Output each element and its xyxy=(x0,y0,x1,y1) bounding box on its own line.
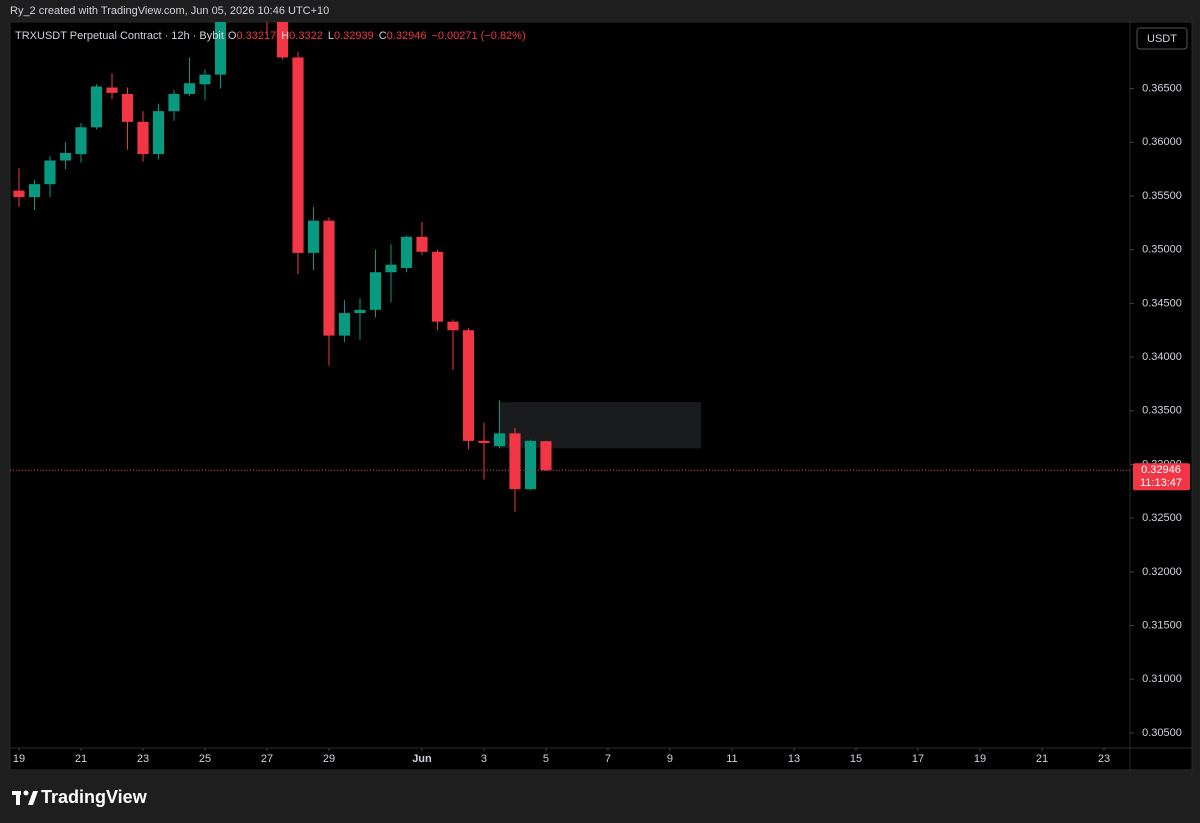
x-tick-label: 27 xyxy=(261,753,273,765)
y-tick-label: 0.31500 xyxy=(1142,619,1182,631)
y-tick-label: 0.33500 xyxy=(1142,405,1182,417)
last-price-box xyxy=(1133,463,1190,491)
footer-logo: TradingView xyxy=(12,787,148,807)
x-tick-label: 5 xyxy=(543,753,549,765)
legend-value: 0.33217 xyxy=(236,30,276,42)
legend: TRXUSDT Perpetual Contract · 12h · Bybit… xyxy=(15,30,526,42)
legend-key: O xyxy=(228,30,237,42)
candle-body xyxy=(75,127,87,155)
x-tick-label: 7 xyxy=(605,753,611,765)
candle-body xyxy=(338,313,351,336)
candle-body xyxy=(447,321,459,331)
x-tick-label: 23 xyxy=(1098,753,1110,765)
candle-body xyxy=(307,220,320,253)
x-tick-label: 23 xyxy=(137,753,149,765)
candle-body xyxy=(292,57,304,253)
overlay: TRXUSDT Perpetual Contract · 12h · Bybit… xyxy=(15,27,1188,50)
legend-value: 0.32939 xyxy=(334,30,374,42)
candle-body xyxy=(121,93,134,122)
y-tick-label: 0.31000 xyxy=(1142,673,1182,685)
currency-button[interactable] xyxy=(1136,27,1188,50)
candle-body xyxy=(323,220,335,336)
candle-body xyxy=(524,440,537,490)
attribution: Ry_2 created with TradingView.com, Jun 0… xyxy=(10,5,329,17)
plot xyxy=(10,22,1130,512)
candle-body xyxy=(400,236,413,268)
countdown: 11:13:47 xyxy=(1140,477,1182,489)
candle-body xyxy=(168,93,180,112)
candle-body xyxy=(44,160,56,185)
candle-body xyxy=(369,272,382,310)
x-tick-label: 19 xyxy=(974,753,986,765)
candle-body xyxy=(354,309,366,314)
x-tick-label: 21 xyxy=(75,753,87,765)
y-tick-label: 0.35000 xyxy=(1142,244,1182,256)
x-tick-label: Jun xyxy=(412,753,432,765)
zone xyxy=(499,402,701,449)
x-tick-label: 19 xyxy=(13,753,25,765)
candle-body xyxy=(90,86,103,128)
candle-body xyxy=(540,441,552,471)
candle-body xyxy=(478,440,490,443)
candle-body xyxy=(509,433,521,490)
candle-body xyxy=(183,83,196,94)
legend-key: H xyxy=(281,30,289,42)
y-tick-label: 0.32500 xyxy=(1142,512,1182,524)
candle-body xyxy=(276,22,289,58)
candle-body xyxy=(462,330,475,441)
x-tick-label: 21 xyxy=(1036,753,1048,765)
symbol: TRXUSDT Perpetual Contract · 12h · Bybit xyxy=(15,30,224,42)
x-tick-label: 11 xyxy=(726,753,737,765)
y-tick-label: 0.35500 xyxy=(1142,190,1182,202)
candle-body xyxy=(493,433,506,447)
x-tick-label: 13 xyxy=(788,753,800,765)
y-tick-label: 0.32000 xyxy=(1142,566,1182,578)
x-tick-label: 15 xyxy=(850,753,862,765)
candle-body xyxy=(59,153,72,161)
y-tick-label: 0.30500 xyxy=(1142,727,1182,739)
candle-body xyxy=(214,22,227,75)
y-tick-label: 0.36000 xyxy=(1142,136,1182,148)
y-tick-label: 0.36500 xyxy=(1142,82,1182,94)
candle-body xyxy=(152,111,165,155)
x-tick-label: 29 xyxy=(323,753,335,765)
y-tick-label: 0.34500 xyxy=(1142,297,1182,309)
x-tick-label: 17 xyxy=(912,753,924,765)
legend-key: L xyxy=(328,30,334,42)
candle-body xyxy=(416,236,428,252)
candle-body xyxy=(431,251,444,322)
candle-body xyxy=(13,190,25,198)
x-tick-label: 9 xyxy=(667,753,673,765)
currency[interactable]: USDT xyxy=(1147,33,1177,45)
y-tick-label: 0.34000 xyxy=(1142,351,1182,363)
candle-body xyxy=(28,184,41,198)
change: −0.00271 (−0.82%) xyxy=(431,30,525,42)
x-tick-label: 25 xyxy=(199,753,211,765)
logo-part xyxy=(23,790,29,796)
legend-value: 0.32946 xyxy=(387,30,427,42)
candle-body xyxy=(106,87,118,93)
legend-value: 0.3322 xyxy=(289,30,323,42)
x-tick-label: 3 xyxy=(481,753,487,765)
legend-key: C xyxy=(379,30,387,42)
candle-body xyxy=(199,74,211,85)
candle-body xyxy=(385,264,397,273)
chart-area xyxy=(9,21,1193,771)
logo-part xyxy=(28,791,38,805)
candle-body xyxy=(137,121,149,155)
last-price: 0.32946 xyxy=(1141,464,1181,476)
brand: TradingView xyxy=(41,787,148,807)
logo-part xyxy=(16,791,20,805)
